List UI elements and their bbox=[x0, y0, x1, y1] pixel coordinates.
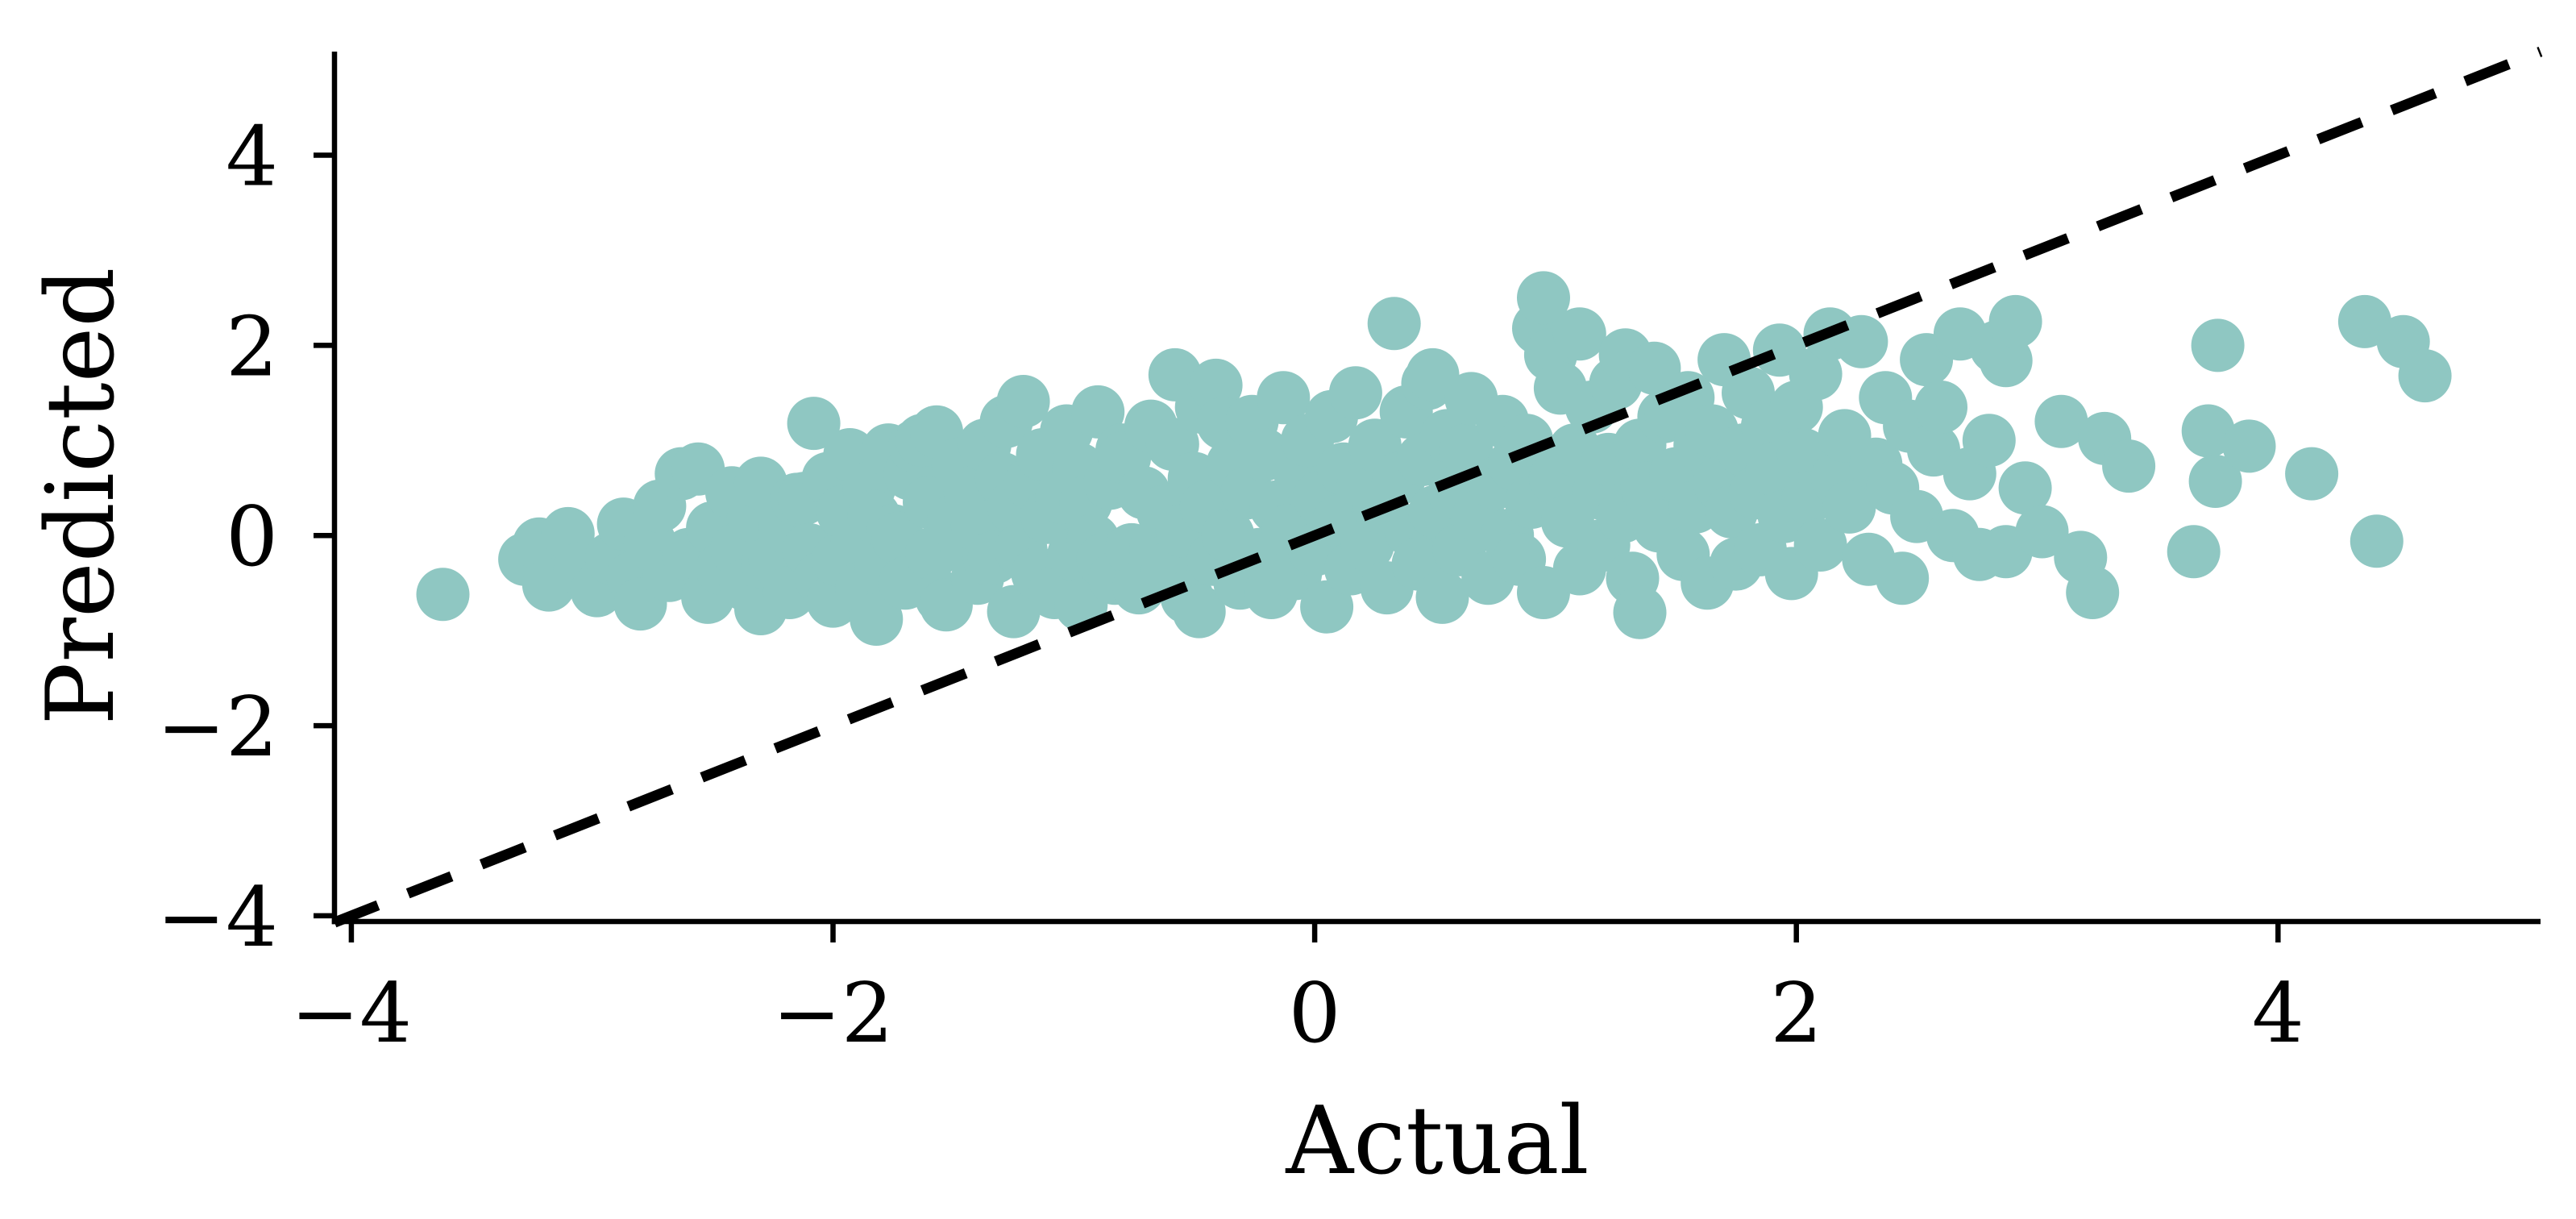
data-point bbox=[2066, 566, 2120, 619]
data-point bbox=[2222, 419, 2276, 473]
data-point bbox=[1328, 366, 1382, 420]
y-tick-label: 4 bbox=[226, 110, 278, 206]
data-point bbox=[1071, 385, 1125, 439]
data-point bbox=[416, 568, 470, 622]
y-tick-label: −4 bbox=[157, 870, 278, 966]
data-point bbox=[1914, 381, 1967, 434]
x-tick-label: 0 bbox=[1289, 966, 1341, 1062]
axes-layer: −4 −2 0 2 4 −4 −2 0 2 4 bbox=[157, 52, 2541, 1062]
data-point bbox=[1822, 480, 1876, 534]
data-point bbox=[996, 375, 1050, 428]
data-point bbox=[1367, 297, 1421, 351]
data-point bbox=[2102, 439, 2156, 493]
data-point bbox=[1988, 294, 2042, 348]
x-tick-label: −2 bbox=[772, 966, 893, 1062]
y-tick-label: −2 bbox=[157, 680, 278, 776]
data-point bbox=[2188, 455, 2242, 508]
data-point bbox=[1789, 347, 1843, 401]
y-axis-label: Predicted bbox=[27, 268, 135, 726]
y-tick-label: 0 bbox=[226, 489, 278, 585]
x-tick-label: 2 bbox=[1770, 966, 1822, 1062]
data-point bbox=[1257, 371, 1311, 425]
data-point bbox=[1793, 518, 1847, 572]
data-point bbox=[1552, 307, 1606, 361]
data-point bbox=[2350, 514, 2404, 568]
data-point bbox=[1415, 570, 1469, 624]
data-point bbox=[850, 593, 904, 646]
data-point bbox=[1406, 347, 1460, 401]
data-point bbox=[1876, 551, 1930, 605]
data-point bbox=[2191, 318, 2245, 372]
identity-line-layer bbox=[332, 46, 2543, 928]
data-point bbox=[2181, 404, 2235, 458]
data-point bbox=[987, 585, 1041, 639]
data-point bbox=[2285, 447, 2339, 501]
data-point bbox=[1172, 585, 1226, 639]
x-axis-label: Actual bbox=[1285, 1087, 1589, 1196]
x-tick-label: −4 bbox=[291, 966, 412, 1062]
scatter-points-layer bbox=[416, 271, 2452, 646]
data-point bbox=[2167, 525, 2221, 579]
identity-line bbox=[332, 46, 2543, 928]
data-point bbox=[2034, 394, 2088, 448]
data-point bbox=[2398, 349, 2452, 403]
data-point bbox=[1517, 271, 1570, 325]
data-point bbox=[1998, 461, 2052, 515]
data-point bbox=[787, 397, 841, 451]
data-point bbox=[1300, 580, 1354, 634]
data-point bbox=[1613, 585, 1667, 639]
x-tick-label: 4 bbox=[2252, 966, 2304, 1062]
data-point bbox=[1962, 414, 2016, 468]
y-tick-label: 2 bbox=[226, 299, 278, 395]
data-point bbox=[2015, 505, 2069, 559]
